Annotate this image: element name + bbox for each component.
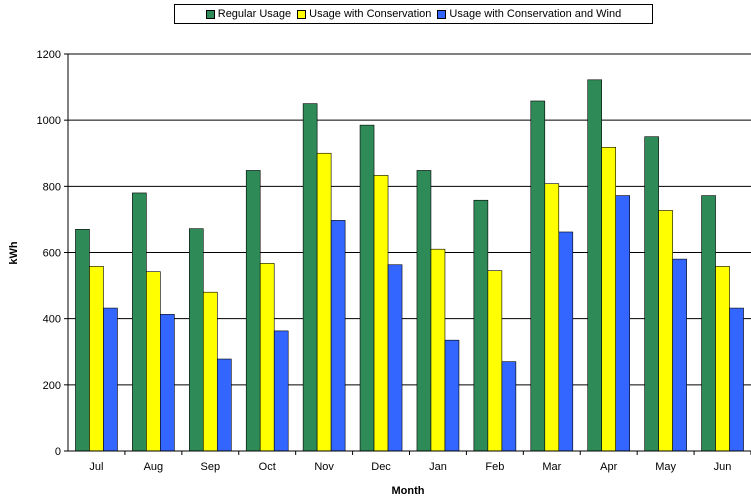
x-tick-label-mar: Mar xyxy=(542,461,561,473)
bar-usage-with-conservation-and-wind-sep xyxy=(216,358,232,452)
axes: 0 200 400 600 800 1000 1200 Jul Aug Sep Oct Nov Dec J… xyxy=(37,49,751,473)
bar-usage-with-conservation-jun xyxy=(715,266,730,452)
bar-usage-with-conservation-mar xyxy=(544,183,560,452)
bar-usage-with-conservation-oct xyxy=(259,263,275,452)
bar-usage-with-conservation-and-wind-may xyxy=(672,258,687,452)
bar-usage-with-conservation-and-wind-mar xyxy=(558,231,574,452)
bar-regular-usage-mar xyxy=(530,100,546,452)
bar-regular-usage-apr xyxy=(587,79,603,452)
bar-usage-with-conservation-may xyxy=(658,210,673,452)
x-tick-label-jul: Jul xyxy=(89,461,103,473)
y-tick-label-600: 600 xyxy=(43,248,61,260)
bar-usage-with-conservation-and-wind-dec xyxy=(387,264,403,452)
legend-label-usage-with-conservation-and-wind: Usage with Conservation and Wind xyxy=(449,8,622,20)
legend-swatch-usage-with-conservation-and-wind xyxy=(437,9,447,19)
bar-regular-usage-sep xyxy=(188,228,204,452)
x-tick-label-oct: Oct xyxy=(259,461,276,473)
bar-usage-with-conservation-dec xyxy=(373,175,389,452)
y-axis-title: kWh xyxy=(8,241,20,265)
x-axis-title: Month xyxy=(392,485,425,497)
bar-usage-with-conservation-and-wind-aug xyxy=(160,314,175,452)
bar-regular-usage-aug xyxy=(132,192,147,452)
legend-item-usage-with-conservation: Usage with Conservation xyxy=(297,8,431,20)
x-tick-label-aug: Aug xyxy=(144,461,164,473)
legend-swatch-regular-usage xyxy=(205,9,215,19)
bar-regular-usage-jun xyxy=(701,195,716,452)
x-tick-label-feb: Feb xyxy=(485,461,504,473)
x-tick-label-apr: Apr xyxy=(600,461,617,473)
bar-usage-with-conservation-jan xyxy=(430,248,446,452)
y-tick-label-800: 800 xyxy=(43,181,61,193)
legend-label-usage-with-conservation: Usage with Conservation xyxy=(309,8,432,20)
bars xyxy=(75,79,744,452)
x-tick-label-dec: Dec xyxy=(371,461,391,473)
legend-swatch-usage-with-conservation xyxy=(297,9,307,19)
bar-usage-with-conservation-apr xyxy=(601,146,617,452)
bar-usage-with-conservation-and-wind-nov xyxy=(330,220,346,452)
bar-usage-with-conservation-and-wind-apr xyxy=(615,195,631,452)
bar-regular-usage-feb xyxy=(473,199,489,452)
legend-item-usage-with-conservation-and-wind: Usage with Conservation and Wind xyxy=(437,8,621,20)
bar-usage-with-conservation-nov xyxy=(316,152,332,452)
bar-usage-with-conservation-feb xyxy=(487,270,503,452)
x-tick-label-nov: Nov xyxy=(314,461,334,473)
legend-label-regular-usage: Regular Usage xyxy=(217,8,292,20)
bar-regular-usage-jan xyxy=(416,170,432,452)
x-tick-label-jan: Jan xyxy=(429,461,447,473)
bar-usage-with-conservation-and-wind-jul xyxy=(103,307,118,452)
bar-usage-with-conservation-and-wind-oct xyxy=(273,330,289,452)
chart-legend: Regular Usage Usage with Conservation Us… xyxy=(174,4,653,24)
x-tick-label-sep: Sep xyxy=(201,461,221,473)
bar-usage-with-conservation-jul xyxy=(89,266,104,452)
legend-item-regular-usage: Regular Usage xyxy=(205,8,292,20)
y-tick-label-400: 400 xyxy=(43,314,61,326)
bar-usage-with-conservation-and-wind-feb xyxy=(501,361,517,452)
y-tick-label-200: 200 xyxy=(43,380,61,392)
bar-usage-with-conservation-aug xyxy=(146,271,161,452)
bar-regular-usage-nov xyxy=(302,103,318,452)
gridlines xyxy=(68,53,751,386)
bar-usage-with-conservation-sep xyxy=(202,291,218,452)
bar-usage-with-conservation-and-wind-jan xyxy=(444,339,460,452)
y-tick-label-0: 0 xyxy=(55,446,61,458)
x-tick-label-may: May xyxy=(655,461,676,473)
bar-regular-usage-oct xyxy=(245,170,261,452)
bar-regular-usage-may xyxy=(644,136,659,452)
y-tick-label-1200: 1200 xyxy=(37,49,61,61)
bar-usage-with-conservation-and-wind-jun xyxy=(729,307,744,452)
bar-regular-usage-dec xyxy=(359,124,375,452)
x-tick-label-jun: Jun xyxy=(714,461,732,473)
y-tick-label-1000: 1000 xyxy=(37,115,61,127)
bar-regular-usage-jul xyxy=(75,229,90,452)
